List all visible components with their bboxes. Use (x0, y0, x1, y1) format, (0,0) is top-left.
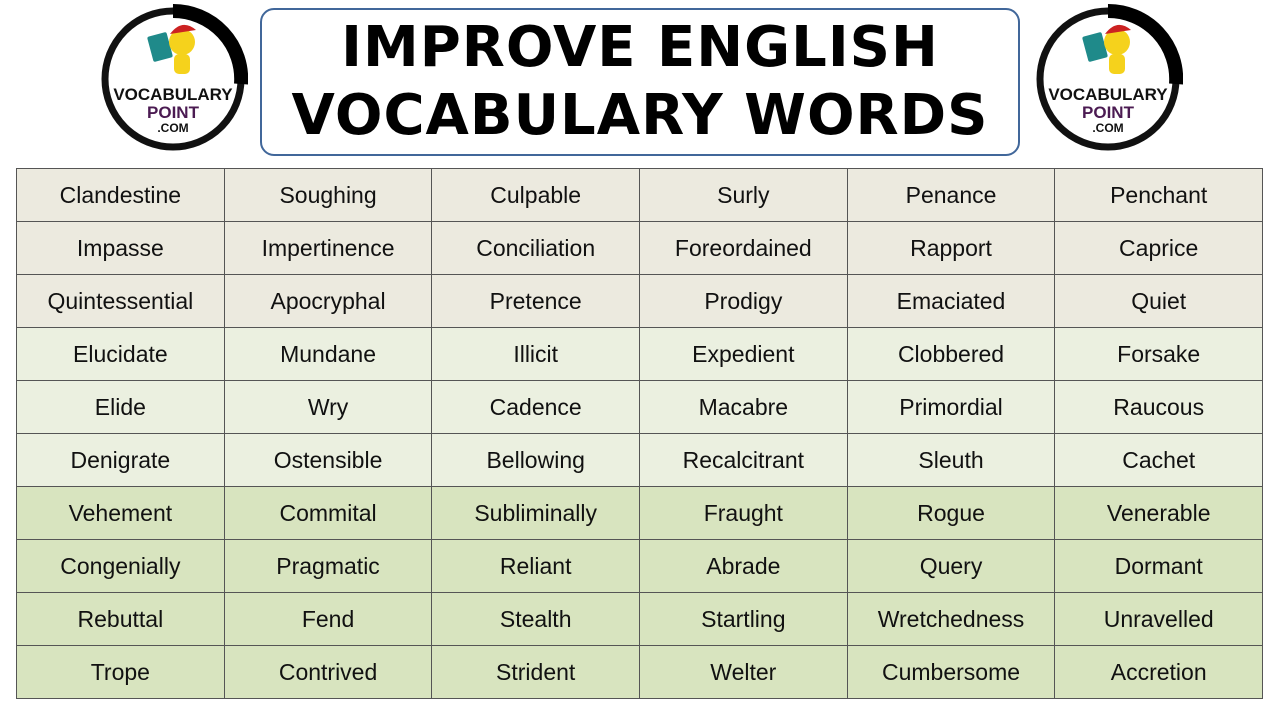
word-cell: Ostensible (223, 433, 433, 487)
table-row: Impasse Impertinence Conciliation Foreordai… (16, 221, 1263, 275)
word-cell: Accretion (1054, 645, 1263, 699)
title-line-2: VOCABULARY WORDS (291, 83, 989, 148)
word-cell: Soughing (223, 168, 433, 222)
word-cell: Contrived (223, 645, 433, 699)
word-cell: Conciliation (431, 221, 640, 275)
word-cell: Rapport (846, 221, 1056, 275)
word-cell: Bellowing (431, 433, 640, 487)
word-cell: Penchant (1054, 168, 1263, 222)
word-cell: Impertinence (223, 221, 433, 275)
word-cell: Abrade (638, 539, 848, 593)
word-cell: Venerable (1054, 486, 1263, 540)
word-cell: Trope (16, 645, 225, 699)
table-row: Congenially Pragmatic Reliant Abrade Query Do… (16, 539, 1263, 593)
word-cell: Welter (638, 645, 848, 699)
title-box: IMPROVE ENGLISH VOCABULARY WORDS (260, 8, 1020, 156)
word-cell: Query (846, 539, 1056, 593)
word-cell: Fraught (638, 486, 848, 540)
word-cell: Vehement (16, 486, 225, 540)
word-cell: Cumbersome (846, 645, 1056, 699)
word-cell: Penance (846, 168, 1056, 222)
word-cell: Emaciated (846, 274, 1056, 328)
word-cell: Elucidate (16, 327, 225, 381)
word-cell: Cadence (431, 380, 640, 434)
word-cell: Reliant (431, 539, 640, 593)
word-cell: Clobbered (846, 327, 1056, 381)
svg-text:.COM: .COM (1092, 121, 1123, 135)
word-cell: Primordial (846, 380, 1056, 434)
word-cell: Wry (223, 380, 433, 434)
word-cell: Strident (431, 645, 640, 699)
word-cell: Quintessential (16, 274, 225, 328)
word-cell: Illicit (431, 327, 640, 381)
table-row: Clandestine Soughing Culpable Surly Penance P… (16, 168, 1263, 222)
word-cell: Subliminally (431, 486, 640, 540)
svg-text:VOCABULARY: VOCABULARY (1048, 85, 1168, 104)
svg-text:VOCABULARY: VOCABULARY (113, 85, 233, 104)
svg-text:POINT: POINT (1082, 103, 1135, 122)
word-cell: Expedient (638, 327, 848, 381)
word-cell: Prodigy (638, 274, 848, 328)
word-cell: Mundane (223, 327, 433, 381)
word-cell: Culpable (431, 168, 640, 222)
word-cell: Congenially (16, 539, 225, 593)
word-cell: Startling (638, 592, 848, 646)
table-row: Vehement Commital Subliminally Fraught Rogue… (16, 486, 1263, 540)
table-row: Trope Contrived Strident Welter Cumbersome Ac… (16, 645, 1263, 699)
word-cell: Commital (223, 486, 433, 540)
word-cell: Stealth (431, 592, 640, 646)
word-cell: Rebuttal (16, 592, 225, 646)
word-cell: Cachet (1054, 433, 1263, 487)
word-cell: Macabre (638, 380, 848, 434)
word-cell: Fend (223, 592, 433, 646)
word-cell: Wretchedness (846, 592, 1056, 646)
vocabulary-point-logo-right: VOCABULARY POINT .COM (1033, 3, 1184, 154)
word-cell: Raucous (1054, 380, 1263, 434)
word-cell: Quiet (1054, 274, 1263, 328)
table-row: Elucidate Mundane Illicit Expedient Clobbere… (16, 327, 1263, 381)
word-cell: Foreordained (638, 221, 848, 275)
word-cell: Forsake (1054, 327, 1263, 381)
word-cell: Pragmatic (223, 539, 433, 593)
word-cell: Denigrate (16, 433, 225, 487)
word-cell: Impasse (16, 221, 225, 275)
table-row: Elide Wry Cadence Macabre Primordial Raucous (16, 380, 1263, 434)
word-cell: Caprice (1054, 221, 1263, 275)
word-cell: Pretence (431, 274, 640, 328)
title-line-1: IMPROVE ENGLISH (341, 15, 939, 80)
table-row: Denigrate Ostensible Bellowing Recalcitrant… (16, 433, 1263, 487)
word-cell: Rogue (846, 486, 1056, 540)
svg-text:.COM: .COM (157, 121, 188, 135)
table-row: Quintessential Apocryphal Pretence Prodigy E… (16, 274, 1263, 328)
svg-text:POINT: POINT (147, 103, 200, 122)
word-cell: Clandestine (16, 168, 225, 222)
table-row: Rebuttal Fend Stealth Startling Wretchedness… (16, 592, 1263, 646)
vocabulary-point-logo-left: VOCABULARY POINT .COM (98, 3, 249, 154)
word-cell: Surly (638, 168, 848, 222)
word-cell: Sleuth (846, 433, 1056, 487)
word-cell: Dormant (1054, 539, 1263, 593)
word-cell: Apocryphal (223, 274, 433, 328)
word-cell: Elide (16, 380, 225, 434)
word-cell: Recalcitrant (638, 433, 848, 487)
word-cell: Unravelled (1054, 592, 1263, 646)
vocabulary-table: Clandestine Soughing Culpable Surly Penance P… (16, 168, 1263, 699)
